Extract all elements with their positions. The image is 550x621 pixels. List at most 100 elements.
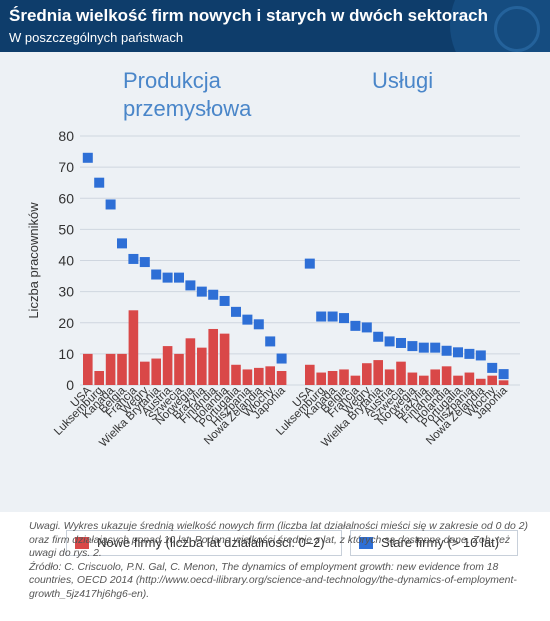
- bar-new-firms: [276, 370, 287, 385]
- legend-label-old-firms: Stare firmy (> 10 lat): [381, 535, 500, 550]
- bar-new-firms: [242, 369, 253, 385]
- note-remarks: Uwagi. Wykres ukazuje średnią wielkość n…: [29, 521, 528, 560]
- marker-old-firms: [453, 347, 463, 358]
- y-tick-label: 10: [58, 346, 74, 362]
- legend-item-old-firms: Stare firmy (> 10 lat): [350, 530, 518, 556]
- bar-new-firms: [498, 380, 509, 385]
- panel-title: Produkcja: [123, 68, 222, 93]
- bar-new-firms: [316, 372, 326, 385]
- bar-new-firms: [350, 375, 361, 385]
- bar-new-firms: [140, 361, 150, 385]
- marker-old-firms: [373, 331, 384, 342]
- panel-title: przemysłowa: [123, 96, 252, 121]
- marker-old-firms: [487, 362, 498, 373]
- marker-old-firms: [407, 341, 418, 352]
- notes: Uwagi. Wykres ukazuje średnią wielkość n…: [29, 520, 529, 602]
- marker-old-firms: [253, 319, 264, 330]
- bar-chart: 0 10 20 30 40 50 60 70 80 Liczba pracowników Produ…: [26, 68, 520, 450]
- marker-old-firms: [327, 311, 338, 322]
- legend-swatch-new-firms: [75, 537, 89, 549]
- bar-new-firms: [231, 364, 241, 385]
- marker-old-firms: [339, 313, 349, 324]
- bar-new-firms: [105, 353, 116, 385]
- marker-old-firms: [82, 152, 93, 163]
- bar-new-firms: [151, 358, 161, 385]
- bar-new-firms: [464, 372, 475, 385]
- bar-new-firms: [327, 370, 338, 385]
- marker-old-firms: [396, 337, 406, 348]
- bar-new-firms: [185, 338, 196, 385]
- marker-old-firms: [105, 199, 116, 210]
- y-tick-label: 80: [58, 128, 74, 144]
- y-tick-label: 0: [66, 377, 74, 393]
- marker-old-firms: [441, 345, 452, 356]
- bar-new-firms: [162, 346, 173, 385]
- panel-title: Usługi: [372, 68, 433, 93]
- y-tick-label: 40: [58, 253, 74, 269]
- bar-new-firms: [362, 363, 372, 385]
- bar-new-firms: [174, 353, 184, 385]
- marker-old-firms: [128, 253, 139, 264]
- marker-old-firms: [162, 272, 173, 283]
- y-axis-label: Liczba pracowników: [26, 202, 41, 319]
- y-tick-label: 30: [58, 284, 74, 300]
- marker-old-firms: [361, 322, 372, 333]
- bar-new-firms: [128, 310, 139, 385]
- marker-old-firms: [117, 238, 127, 249]
- bar-new-firms: [407, 372, 418, 385]
- bar-new-firms: [94, 370, 104, 385]
- bar-new-firms: [373, 360, 383, 385]
- bar-new-firms: [265, 366, 275, 385]
- marker-old-firms: [94, 177, 105, 188]
- bar-new-firms: [487, 375, 497, 385]
- marker-old-firms: [185, 280, 196, 291]
- bar-new-firms: [254, 367, 264, 385]
- bar-new-firms: [476, 378, 486, 385]
- marker-old-firms: [276, 353, 287, 364]
- marker-old-firms: [418, 342, 429, 353]
- y-tick-label: 70: [58, 159, 74, 175]
- legend-swatch-old-firms: [359, 537, 373, 549]
- marker-old-firms: [151, 269, 162, 280]
- bar-new-firms: [83, 353, 93, 385]
- marker-old-firms: [242, 314, 253, 325]
- marker-old-firms: [464, 348, 475, 359]
- marker-old-firms: [430, 342, 441, 353]
- chart-subtitle: W poszczególnych państwach: [9, 30, 184, 45]
- legend-label-new-firms: Nowe firmy (liczba lat działalności: 0–2…: [97, 535, 325, 550]
- chart-title: Średnia wielkość firm nowych i starych w…: [9, 6, 488, 25]
- header-ring-decoration: [494, 6, 540, 52]
- header-banner: Średnia wielkość firm nowych i starych w…: [0, 0, 550, 52]
- y-tick-label: 20: [58, 315, 74, 331]
- y-tick-label: 60: [58, 190, 74, 206]
- y-tick-label: 50: [58, 221, 74, 237]
- legend: Nowe firmy (liczba lat działalności: 0–2…: [66, 530, 518, 556]
- chart-area: 0 10 20 30 40 50 60 70 80 Liczba pracowników Produ…: [0, 52, 550, 556]
- bar-new-firms: [453, 375, 463, 385]
- marker-old-firms: [139, 257, 150, 268]
- bar-new-firms: [219, 333, 230, 385]
- marker-old-firms: [231, 306, 241, 317]
- marker-old-firms: [265, 336, 276, 347]
- bar-new-firms: [441, 366, 452, 385]
- marker-old-firms: [316, 311, 327, 322]
- marker-old-firms: [208, 289, 219, 300]
- bar-new-firms: [430, 369, 440, 385]
- marker-old-firms: [475, 350, 486, 361]
- marker-old-firms: [304, 258, 315, 269]
- bar-new-firms: [197, 347, 207, 385]
- bar-new-firms: [305, 364, 315, 385]
- marker-old-firms: [498, 369, 509, 380]
- bar-new-firms: [117, 353, 127, 385]
- marker-old-firms: [219, 295, 230, 306]
- bar-new-firms: [419, 375, 429, 385]
- marker-old-firms: [196, 286, 207, 297]
- legend-item-new-firms: Nowe firmy (liczba lat działalności: 0–2…: [66, 530, 342, 556]
- marker-old-firms: [350, 320, 361, 331]
- bar-new-firms: [339, 369, 349, 385]
- bar-new-firms: [384, 369, 395, 385]
- bar-new-firms: [208, 328, 218, 385]
- marker-old-firms: [174, 272, 184, 283]
- marker-old-firms: [384, 336, 395, 347]
